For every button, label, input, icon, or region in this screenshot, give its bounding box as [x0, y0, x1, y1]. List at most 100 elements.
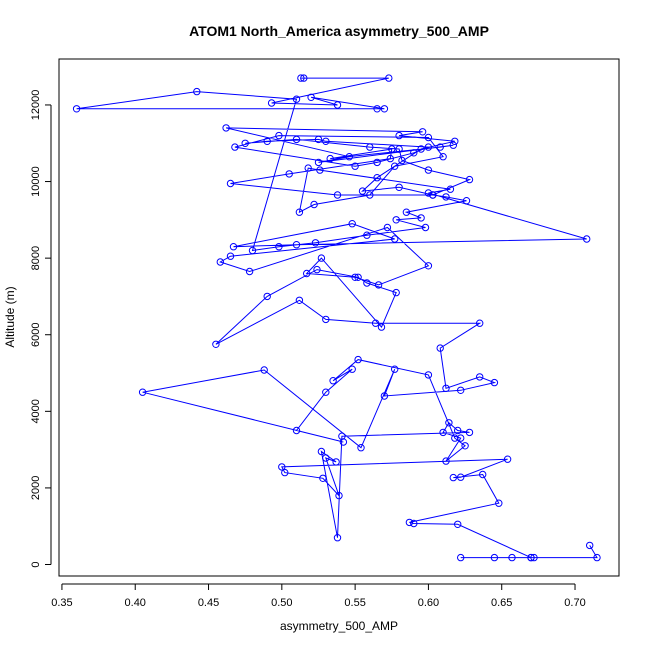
data-point — [335, 491, 343, 500]
data-point — [231, 143, 239, 151]
data-point — [461, 442, 469, 450]
y-tick-label: 10000 — [30, 166, 42, 197]
y-tick-label: 0 — [30, 561, 42, 567]
chart-title: ATOM1 North_America asymmetry_500_AMP — [189, 23, 489, 39]
data-point — [345, 153, 353, 161]
data-point — [373, 105, 381, 113]
data-point — [229, 243, 238, 251]
data-point — [454, 520, 462, 528]
data-point — [366, 191, 374, 199]
data-point — [292, 95, 301, 103]
data-point — [380, 392, 389, 400]
data-point — [392, 288, 400, 297]
data-point — [583, 235, 591, 243]
x-tick-label: 0.50 — [271, 597, 292, 609]
data-point — [358, 187, 367, 195]
data-point — [417, 145, 425, 153]
y-tick-label: 8000 — [30, 246, 42, 270]
y-tick-label: 2000 — [30, 476, 42, 500]
data-point — [391, 235, 399, 243]
data-point — [424, 371, 433, 379]
data-point — [310, 200, 318, 209]
y-tick-label: 6000 — [30, 322, 42, 346]
y-axis-label: Altitude (m) — [3, 286, 17, 347]
data-point — [374, 281, 383, 289]
data-point — [386, 154, 394, 163]
data-point — [72, 105, 81, 113]
data-point — [297, 74, 305, 82]
data-point — [429, 191, 437, 199]
x-tick-label: 0.40 — [125, 597, 146, 609]
data-point — [395, 131, 403, 140]
data-point — [490, 553, 499, 562]
data-point — [222, 124, 230, 132]
data-point — [490, 378, 499, 387]
data-point — [348, 365, 356, 373]
data-point — [212, 340, 220, 348]
data-point — [314, 135, 323, 144]
data-point — [436, 344, 444, 352]
data-point — [479, 470, 487, 479]
data-point — [527, 553, 535, 562]
data-point — [442, 384, 450, 392]
data-point — [304, 164, 312, 172]
data-point — [263, 292, 271, 301]
x-tick-label: 0.55 — [344, 597, 365, 609]
data-point — [354, 355, 362, 364]
data-point — [439, 153, 447, 161]
data-point — [373, 174, 381, 182]
data-point — [314, 158, 323, 167]
data-point — [216, 258, 225, 266]
data-point — [462, 197, 471, 205]
data-point — [377, 323, 386, 331]
data-point — [457, 553, 465, 562]
data-point — [322, 388, 330, 396]
data-point — [351, 273, 359, 281]
data-point — [333, 101, 342, 109]
data-point — [457, 473, 465, 481]
data-point — [391, 162, 399, 170]
data-point — [292, 426, 301, 435]
data-point — [410, 519, 418, 528]
data-point — [326, 154, 334, 163]
data-point — [402, 208, 411, 216]
data-point — [439, 428, 447, 437]
data-point — [442, 457, 450, 465]
data-point — [476, 319, 484, 327]
data-point — [333, 534, 342, 542]
data-point — [366, 143, 374, 151]
data-point — [329, 377, 337, 385]
data-point — [275, 243, 283, 251]
data-point — [508, 553, 516, 562]
data-point — [354, 273, 362, 281]
data-point — [373, 158, 381, 167]
data-point — [503, 455, 512, 463]
data-point — [424, 189, 433, 197]
data-point — [138, 388, 147, 396]
data-point — [303, 269, 311, 278]
data-point — [241, 139, 249, 148]
data-point — [451, 434, 459, 442]
data-point — [530, 553, 538, 562]
data-point — [263, 137, 271, 146]
data-point — [395, 183, 403, 192]
data-point — [383, 223, 392, 232]
data-point — [371, 319, 380, 327]
data-point — [317, 254, 326, 262]
data-point — [248, 246, 257, 255]
data-point — [391, 365, 399, 373]
data-point — [449, 473, 457, 482]
data-point — [278, 463, 286, 471]
data-point — [281, 468, 289, 477]
data-point — [322, 454, 330, 462]
data-point — [424, 133, 433, 142]
x-axis-label: asymmetry_500_AMP — [280, 619, 398, 633]
data-point — [295, 296, 304, 304]
data-point — [451, 137, 459, 146]
data-point — [436, 143, 444, 151]
data-point — [405, 518, 414, 527]
data-point — [275, 131, 283, 140]
data-point — [424, 166, 433, 174]
data-point — [292, 135, 301, 144]
